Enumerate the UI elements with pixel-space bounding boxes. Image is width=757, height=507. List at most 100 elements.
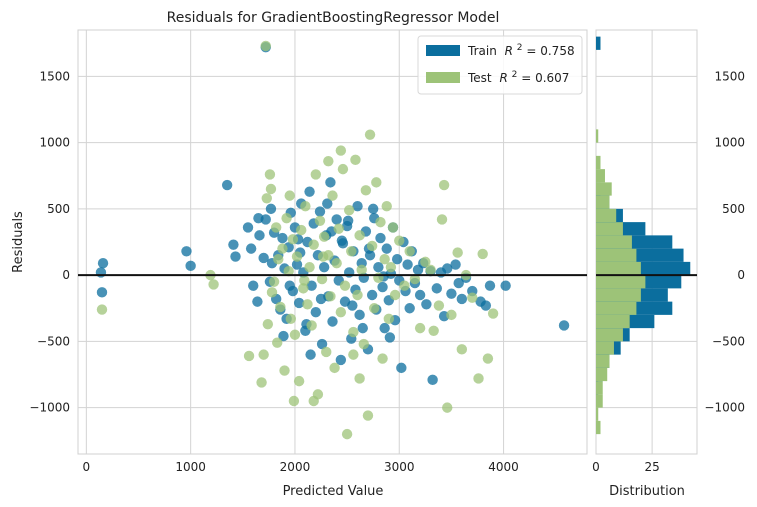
train-point [384,332,396,343]
test-point [288,395,300,407]
train-point [248,280,259,291]
y-axis-label: Residuals [11,211,26,273]
train-point [431,283,443,294]
test-point [343,205,355,216]
train-point [331,214,342,225]
test-point [243,350,255,362]
legend-test-value: = 0.607 [521,71,569,85]
distribution-bar-test [596,261,641,276]
test-point [341,428,353,440]
train-point [366,289,378,301]
legend-train-value: = 0.758 [526,44,574,58]
train-point [304,186,315,197]
test-point [300,201,311,212]
train-point [396,362,407,374]
train-point [325,177,336,188]
legend-train-r: R [505,44,513,58]
x-tick-label: 4000 [488,460,519,474]
test-point [289,329,301,340]
train-point [258,252,269,264]
test-point [304,261,315,273]
train-point [335,354,347,366]
test-point [436,214,448,225]
test-point [371,177,382,188]
train-point [381,243,392,254]
x-tick-label: 0 [83,460,91,474]
test-point [277,243,288,254]
distribution-bar-test [596,314,630,329]
train-point [558,320,570,331]
distribution-bars [596,36,691,435]
train-point [414,289,426,301]
train-point [484,280,496,291]
chart-title: Residuals for GradientBoostingRegressor … [167,10,500,26]
train-point [315,293,327,305]
test-point [296,224,307,236]
y-tick-label: 0 [62,268,70,282]
test-point [366,240,378,252]
test-point [270,222,282,233]
test-point [375,216,386,228]
main-plot-area: 0 1000 2000 3000 4000 −1000 −500 0 500 1000 1500 [29,29,588,474]
train-point [391,254,403,265]
train-point [245,243,257,254]
train-point [314,206,326,217]
test-point [433,300,445,311]
test-point [265,183,277,195]
test-point [327,190,338,201]
test-point [306,320,317,331]
test-point [275,301,286,313]
distribution-x-tick-label: 25 [644,460,659,474]
train-point [453,277,464,289]
test-point [379,254,390,265]
train-point [181,246,192,257]
legend-test-r: R [499,71,507,85]
train-point [230,251,241,262]
train-point [242,222,254,233]
train-point [373,261,384,273]
distribution-bar-test [596,155,601,170]
distribution-x-tick-labels: 0 25 [592,460,660,474]
train-point [347,300,358,311]
legend-train-label: Train [467,44,497,58]
test-point [335,145,347,156]
distribution-bar-test [596,182,612,196]
test-point [317,251,329,262]
train-point [306,280,317,291]
test-point [452,247,463,258]
distribution-bar-test [596,328,623,342]
y-tick-labels: −1000 −500 0 500 1000 1500 [29,69,70,414]
test-point [399,280,410,291]
train-point [293,297,305,309]
distribution-bar-test [596,341,614,355]
test-point [358,338,369,350]
distribution-panel: 0 25 −1000 −500 0 500 1000 1500 [592,29,745,474]
test-point [260,40,271,52]
test-point [335,307,347,318]
test-point [456,344,468,355]
x-tick-labels: 0 1000 2000 3000 4000 [83,460,519,474]
test-point [329,362,340,374]
distribution-bar-test [596,248,637,262]
test-point [302,299,313,310]
y-tick-label: 1000 [39,136,70,150]
train-point [446,288,457,299]
test-point [477,248,488,260]
train-point [456,293,468,305]
test-point [404,246,415,257]
train-point [354,309,365,321]
test-point [409,273,421,285]
train-point [342,215,354,226]
train-point [316,338,328,350]
train-point [265,203,277,215]
test-point [482,353,494,364]
distribution-bar-test [596,222,623,236]
test-point [362,410,374,421]
train-point [305,349,316,360]
x-tick-label: 3000 [384,460,415,474]
train-point [318,261,330,273]
train-point [375,232,386,244]
distribution-y-tick-label: −1000 [704,401,745,415]
train-point [450,259,461,270]
